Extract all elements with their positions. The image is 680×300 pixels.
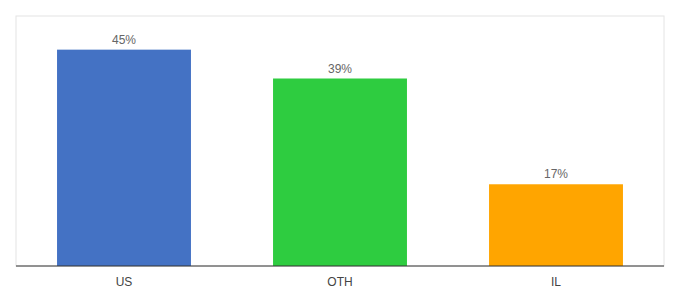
chart-container: 45% 39% 17% US OTH IL (0, 0, 680, 300)
chart-svg: 45% 39% 17% US OTH IL (0, 0, 680, 300)
plot-frame (16, 16, 664, 266)
bars (57, 50, 623, 266)
data-label: 45% (112, 33, 136, 47)
bar (57, 50, 191, 266)
bar (489, 184, 623, 266)
bar (273, 79, 407, 267)
data-label: 39% (328, 62, 352, 76)
x-axis-line (16, 266, 664, 267)
x-tick-label: US (116, 275, 133, 289)
x-tick-label: IL (551, 275, 561, 289)
data-label: 17% (544, 167, 568, 181)
page: {"chart_data": {"type": "bar", "categori… (0, 0, 680, 300)
x-tick-label: OTH (327, 275, 352, 289)
